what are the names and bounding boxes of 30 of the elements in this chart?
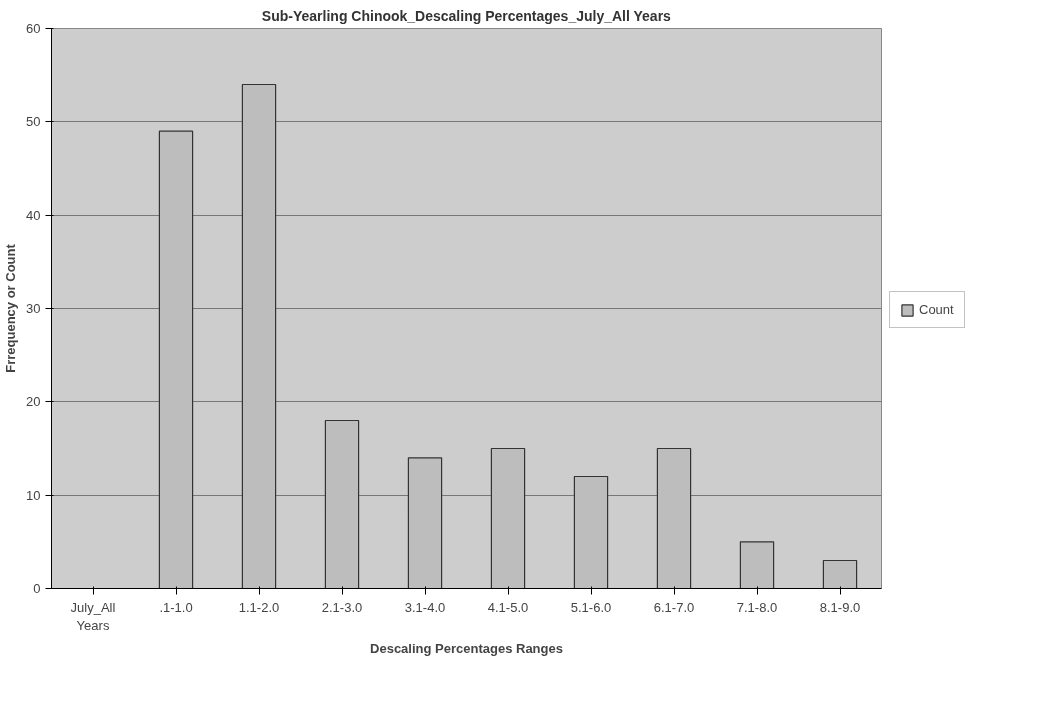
bar — [490, 447, 526, 589]
y-tick-label: 20 — [26, 394, 41, 410]
x-tick-label: 7.1-8.0 — [736, 599, 778, 615]
bar — [158, 130, 194, 589]
bar — [822, 559, 858, 589]
bar — [241, 83, 277, 589]
bar — [324, 419, 360, 589]
x-tick-label: 2.1-3.0 — [321, 599, 363, 615]
y-tick-label: 30 — [26, 301, 41, 316]
y-tick-label: 10 — [26, 487, 41, 503]
bar — [573, 475, 609, 589]
x-tick-label: 5.1-6.0 — [570, 599, 612, 615]
x-tick-label: 8.1-9.0 — [819, 599, 861, 615]
bar — [739, 541, 775, 589]
x-tick-label: 4.1-5.0 — [487, 599, 529, 615]
legend-label: Count — [919, 302, 954, 317]
x-tick-label: 6.1-7.0 — [653, 599, 695, 615]
y-axis-title: Frrequency or Count — [3, 243, 19, 373]
y-tick-label: 50 — [26, 114, 41, 130]
x-tick-label: 1.1-2.0 — [238, 599, 280, 615]
y-tick-label: 60 — [26, 21, 41, 36]
bar — [407, 457, 443, 589]
y-tick-label: 40 — [26, 207, 41, 223]
bar — [656, 447, 692, 589]
x-axis-title: Descaling Percentages Ranges — [370, 640, 563, 656]
chart-title: Sub-Yearling Chinook_Descaling Percentages_July_All Years — [261, 7, 672, 24]
x-tick-label: .1-1.0 — [159, 599, 193, 615]
x-tick-label: July_All Years — [70, 599, 116, 633]
x-tick-label: 3.1-4.0 — [404, 599, 446, 615]
y-tick-label: 0 — [33, 581, 41, 596]
